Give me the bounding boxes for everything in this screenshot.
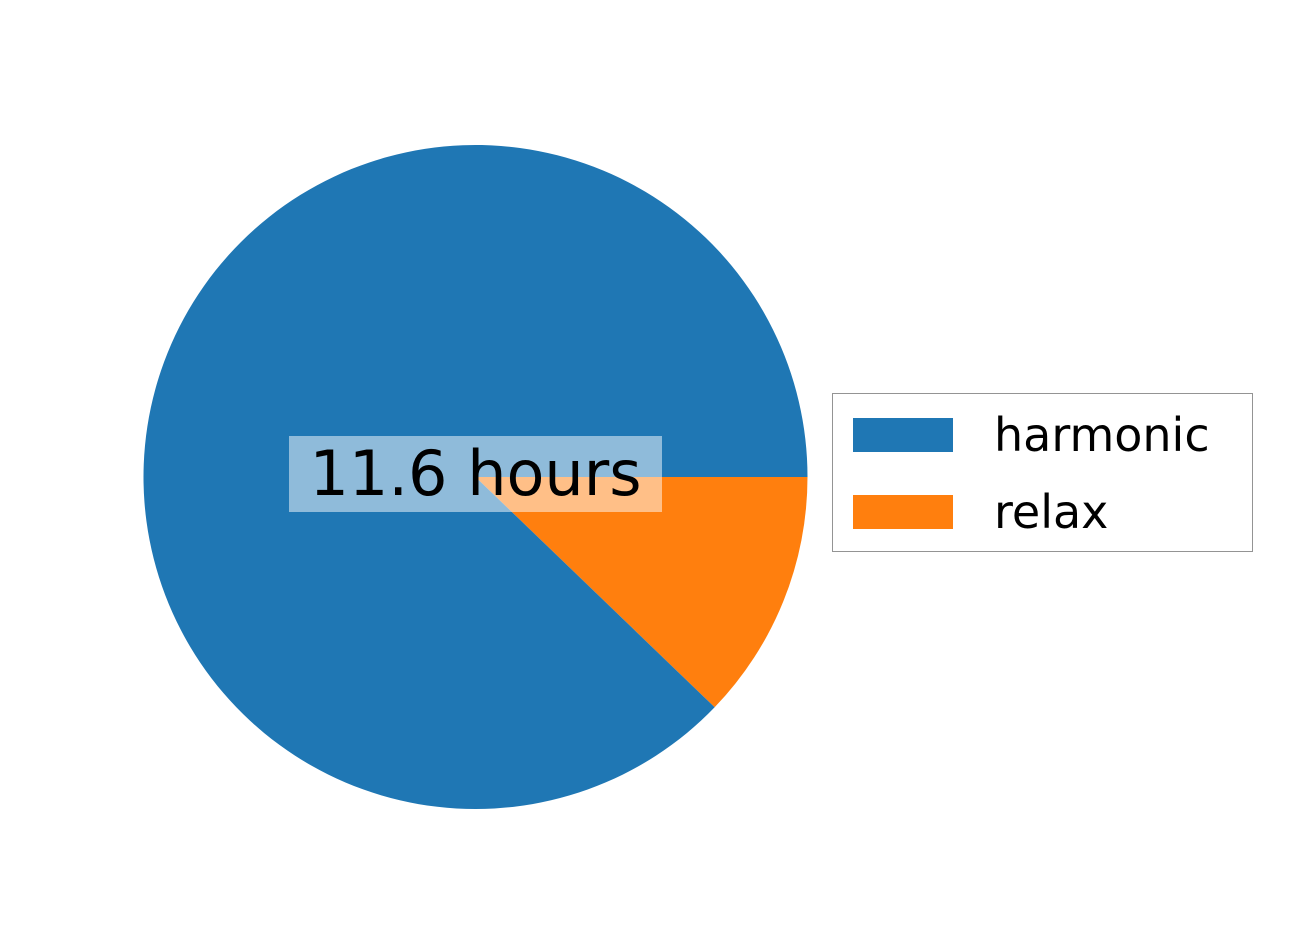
legend-swatch-relax (853, 495, 953, 529)
pie-wedge-relax[interactable] (475, 477, 808, 708)
pie-slice-value-text: 11.6 hours (309, 437, 642, 510)
pie-slice-value-label: 11.6 hours (289, 436, 662, 512)
chart-legend: harmonic relax (832, 393, 1253, 552)
legend-label-harmonic: harmonic (994, 408, 1210, 462)
legend-label-relax: relax (994, 485, 1109, 539)
legend-swatch-harmonic (853, 418, 953, 452)
legend-item-harmonic[interactable]: harmonic (833, 412, 1252, 458)
legend-item-relax[interactable]: relax (833, 489, 1252, 535)
